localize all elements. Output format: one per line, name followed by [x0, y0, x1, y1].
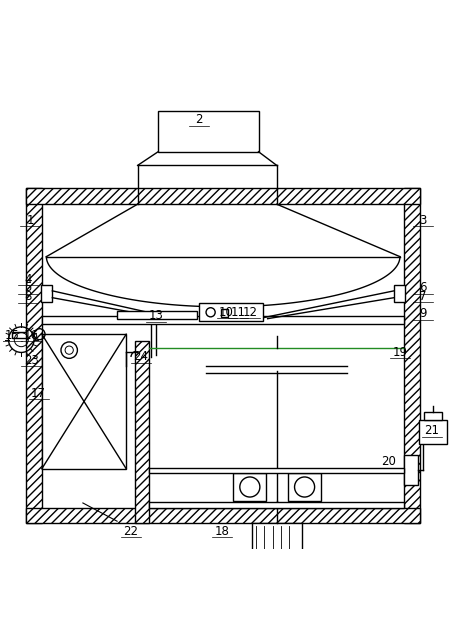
Bar	[26, 508, 420, 524]
Text: 9: 9	[419, 307, 426, 320]
Bar	[221, 308, 228, 317]
Bar	[135, 341, 149, 524]
Bar	[419, 420, 447, 444]
Text: 6: 6	[419, 281, 426, 294]
Bar	[288, 473, 321, 501]
Text: 13: 13	[148, 310, 163, 322]
Bar	[42, 316, 405, 324]
Text: 18: 18	[214, 525, 230, 538]
Bar	[233, 473, 266, 501]
Bar	[405, 188, 420, 524]
Bar	[405, 455, 418, 485]
Bar	[394, 285, 405, 303]
Bar	[252, 524, 302, 560]
Text: 4: 4	[24, 273, 32, 286]
Text: 21: 21	[425, 424, 439, 437]
Text: 3: 3	[419, 213, 426, 227]
Text: 16: 16	[24, 329, 39, 342]
Text: 15: 15	[5, 329, 19, 342]
Text: 8: 8	[24, 290, 32, 303]
Text: 19: 19	[392, 346, 407, 359]
Text: 5: 5	[24, 281, 32, 294]
Bar	[41, 285, 52, 303]
Bar	[149, 502, 405, 508]
Text: 24: 24	[134, 351, 148, 363]
Text: 17: 17	[31, 387, 46, 400]
Text: 1: 1	[27, 213, 34, 227]
Bar	[26, 188, 420, 204]
Bar	[42, 334, 126, 469]
Bar	[424, 412, 442, 420]
Bar	[199, 303, 263, 320]
Text: 7: 7	[419, 290, 426, 303]
Text: 12: 12	[243, 306, 258, 319]
Bar	[158, 111, 259, 152]
Text: 10: 10	[219, 306, 234, 319]
Text: 2: 2	[195, 113, 203, 126]
Bar	[149, 468, 405, 473]
Bar	[12, 333, 26, 338]
Text: 20: 20	[381, 455, 396, 469]
Bar	[117, 311, 197, 319]
Text: 11: 11	[231, 306, 245, 319]
Text: 22: 22	[123, 525, 138, 538]
Bar	[26, 188, 42, 524]
Text: 23: 23	[24, 354, 39, 367]
